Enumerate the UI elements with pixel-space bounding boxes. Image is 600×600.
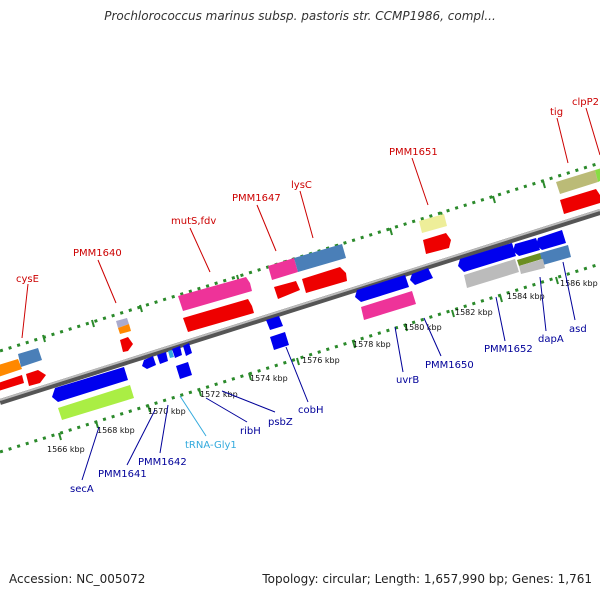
gene-feature[interactable] bbox=[176, 362, 192, 379]
gene-feature[interactable] bbox=[18, 348, 42, 367]
gene-feature[interactable] bbox=[0, 359, 22, 378]
gene-feature-mutS-fdv[interactable] bbox=[178, 277, 252, 311]
gene-feature-dapA[interactable] bbox=[513, 238, 540, 256]
kbp-tick-1570 bbox=[147, 404, 151, 413]
gene-label-asd[interactable]: asd bbox=[569, 324, 587, 335]
kbp-label-1566: 1566 kbp bbox=[47, 445, 85, 454]
kbp-tick-1576 bbox=[296, 357, 300, 366]
gene-feature[interactable] bbox=[519, 259, 545, 274]
map-title: Prochlorococcus marinus subsp. pastoris … bbox=[104, 9, 496, 23]
gene-feature-PMM1651[interactable] bbox=[423, 233, 451, 254]
accession-text: Accession: NC_005072 bbox=[9, 572, 146, 586]
kbp-tick-1578 bbox=[352, 340, 356, 349]
gene-feature-psbZ[interactable] bbox=[183, 343, 192, 356]
gene-label-tig[interactable]: tig bbox=[550, 107, 563, 118]
upper-track-dotted-line bbox=[0, 161, 600, 353]
kbp-label-1580: 1580 kbp bbox=[404, 323, 442, 332]
kbp-label-1576: 1576 kbp bbox=[302, 356, 340, 365]
forward-leader-lines bbox=[21, 107, 600, 339]
gene-feature-secA[interactable] bbox=[52, 367, 128, 402]
gene-feature[interactable] bbox=[517, 253, 542, 266]
gene-feature-PMM1652[interactable] bbox=[458, 243, 516, 272]
gene-label-cysE[interactable]: cysE bbox=[16, 274, 39, 285]
gene-feature-PMM1650[interactable] bbox=[361, 291, 416, 320]
gene-feature[interactable] bbox=[556, 170, 598, 194]
kbp-label-1574: 1574 kbp bbox=[250, 374, 288, 383]
gene-label-PMM1652[interactable]: PMM1652 bbox=[484, 344, 533, 355]
gene-label-ribH[interactable]: ribH bbox=[240, 426, 261, 437]
kbp-label-1584: 1584 kbp bbox=[507, 292, 545, 301]
forward-gene-labels: cysE PMM1640 mutS,fdv PMM1647 lysC PMM16… bbox=[16, 97, 599, 285]
gene-label-PMM1642[interactable]: PMM1642 bbox=[138, 457, 187, 468]
kbp-label-1572: 1572 kbp bbox=[200, 390, 238, 399]
kbp-label-1582: 1582 kbp bbox=[455, 308, 493, 317]
kbp-label-1586: 1586 kbp bbox=[560, 279, 598, 288]
gene-feature[interactable] bbox=[183, 299, 254, 332]
gene-label-mutS-fdv[interactable]: mutS,fdv bbox=[171, 216, 216, 227]
gene-label-cobH[interactable]: cobH bbox=[298, 405, 323, 416]
gene-feature-tig[interactable] bbox=[560, 189, 600, 214]
kbp-tick-1584 bbox=[499, 294, 503, 303]
gene-label-PMM1641[interactable]: PMM1641 bbox=[98, 469, 147, 480]
gene-feature[interactable] bbox=[410, 268, 433, 285]
gene-label-secA[interactable]: secA bbox=[70, 484, 94, 495]
reverse-gene-labels: secA PMM1641 PMM1642 tRNA-Gly1 ribH psbZ… bbox=[70, 324, 587, 495]
kbp-label-1578: 1578 kbp bbox=[353, 340, 391, 349]
gene-feature-PMM1641[interactable] bbox=[142, 356, 156, 369]
gene-label-dapA[interactable]: dapA bbox=[538, 334, 564, 345]
gene-feature[interactable] bbox=[540, 245, 571, 265]
gene-feature-PMM1647[interactable] bbox=[268, 258, 298, 280]
gene-feature[interactable] bbox=[595, 167, 600, 182]
gene-feature[interactable] bbox=[464, 259, 519, 288]
gene-feature-PMM1640[interactable] bbox=[120, 337, 133, 352]
gene-label-PMM1647[interactable]: PMM1647 bbox=[232, 193, 281, 204]
gene-feature-cysE[interactable] bbox=[0, 375, 24, 392]
gene-feature-cobH[interactable] bbox=[266, 316, 283, 330]
kbp-tick-1580 bbox=[404, 323, 408, 332]
gene-label-tRNA-Gly1[interactable]: tRNA-Gly1 bbox=[185, 440, 237, 451]
trna-leader-line bbox=[179, 395, 207, 437]
gene-label-psbZ[interactable]: psbZ bbox=[268, 417, 293, 428]
gene-label-PMM1651[interactable]: PMM1651 bbox=[389, 147, 438, 158]
kbp-tick-1574 bbox=[248, 372, 252, 381]
gene-feature[interactable] bbox=[294, 244, 346, 272]
gene-feature-tRNA-Gly1[interactable] bbox=[168, 350, 174, 358]
gene-label-lysC[interactable]: lysC bbox=[291, 180, 312, 191]
gene-feature[interactable] bbox=[118, 324, 131, 334]
genome-backbone-highlight bbox=[0, 209, 600, 401]
gene-feature[interactable] bbox=[274, 281, 300, 299]
topology-text: Topology: circular; Length: 1,657,990 bp… bbox=[262, 572, 592, 586]
kbp-tick-1566 bbox=[58, 432, 62, 441]
gene-feature[interactable] bbox=[26, 370, 46, 386]
gene-feature[interactable] bbox=[58, 385, 134, 420]
kbp-tick-1586 bbox=[555, 276, 559, 285]
kbp-label-1568: 1568 kbp bbox=[97, 426, 135, 435]
gene-feature-uvrB[interactable] bbox=[355, 275, 409, 302]
reverse-leader-lines bbox=[81, 261, 576, 481]
kbp-tick-1568 bbox=[95, 420, 99, 429]
gene-label-PMM1640[interactable]: PMM1640 bbox=[73, 248, 122, 259]
gene-label-PMM1650[interactable]: PMM1650 bbox=[425, 360, 474, 371]
kbp-labels: 1566 kbp 1568 kbp 1570 kbp 1572 kbp 1574… bbox=[47, 279, 598, 454]
gene-label-clpP2[interactable]: clpP2 bbox=[572, 97, 599, 108]
gene-label-uvrB[interactable]: uvrB bbox=[396, 375, 419, 386]
gene-feature-asd[interactable] bbox=[536, 230, 566, 250]
gene-feature-ribH[interactable] bbox=[172, 346, 182, 358]
gene-feature-PMM1642[interactable] bbox=[157, 352, 168, 364]
kbp-tick-1582 bbox=[451, 309, 455, 318]
kbp-tick-1572 bbox=[198, 388, 202, 397]
gene-feature[interactable] bbox=[419, 214, 447, 233]
gene-feature[interactable] bbox=[116, 318, 129, 328]
kbp-tick-marks bbox=[58, 276, 559, 441]
gene-feature[interactable] bbox=[270, 332, 289, 350]
gene-feature-lysC[interactable] bbox=[302, 267, 347, 293]
genome-backbone bbox=[0, 209, 600, 405]
